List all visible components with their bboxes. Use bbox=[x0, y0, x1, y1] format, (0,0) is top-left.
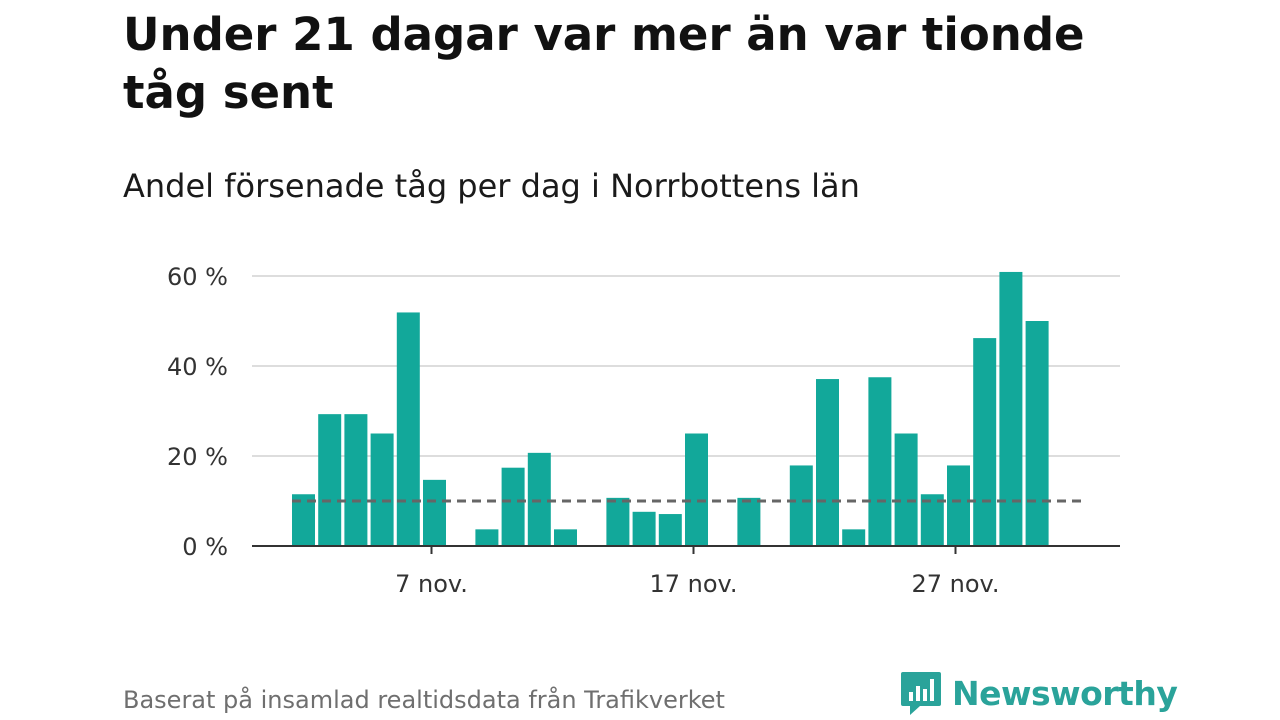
y-tick-label: 60 % bbox=[167, 263, 228, 291]
bar bbox=[816, 379, 839, 546]
bar bbox=[632, 511, 656, 546]
logo-text: Newsworthy bbox=[952, 673, 1178, 713]
bar bbox=[423, 479, 446, 546]
y-tick-label: 0 % bbox=[182, 533, 228, 561]
bar bbox=[344, 414, 368, 546]
bar bbox=[685, 433, 708, 546]
bar bbox=[737, 497, 761, 546]
bar bbox=[318, 414, 342, 546]
bar bbox=[920, 494, 944, 546]
bar bbox=[999, 271, 1023, 546]
bar bbox=[868, 377, 892, 546]
bar bbox=[370, 433, 394, 546]
bar bbox=[658, 514, 682, 546]
bar bbox=[894, 433, 918, 546]
y-tick-label: 40 % bbox=[167, 353, 228, 381]
newsworthy-chart-bubble-icon bbox=[901, 672, 941, 715]
bar bbox=[606, 497, 630, 546]
bar bbox=[554, 529, 577, 546]
chart-subtitle: Andel försenade tåg per dag i Norrbotten… bbox=[123, 167, 860, 205]
bar bbox=[501, 467, 525, 546]
x-tick-label: 27 nov. bbox=[911, 570, 999, 598]
bar bbox=[527, 452, 551, 546]
bar bbox=[789, 465, 813, 546]
bar bbox=[842, 529, 866, 546]
source-note: Baserat på insamlad realtidsdata från Tr… bbox=[123, 686, 725, 714]
bar bbox=[475, 529, 499, 546]
bar bbox=[973, 338, 997, 546]
bar bbox=[947, 465, 970, 546]
newsworthy-logo: Newsworthy bbox=[900, 670, 1178, 716]
x-tick-label: 7 nov. bbox=[395, 570, 468, 598]
y-tick-label: 20 % bbox=[167, 443, 228, 471]
bar bbox=[1025, 321, 1049, 546]
x-tick-label: 17 nov. bbox=[649, 570, 737, 598]
bar bbox=[396, 312, 420, 546]
chart-title: Under 21 dagar var mer än var tionde tåg… bbox=[123, 8, 1085, 119]
bar bbox=[292, 494, 315, 546]
bar-chart: 0 % 20 % 40 % 60 % 7 nov. 17 nov. 27 nov. bbox=[167, 263, 1120, 598]
